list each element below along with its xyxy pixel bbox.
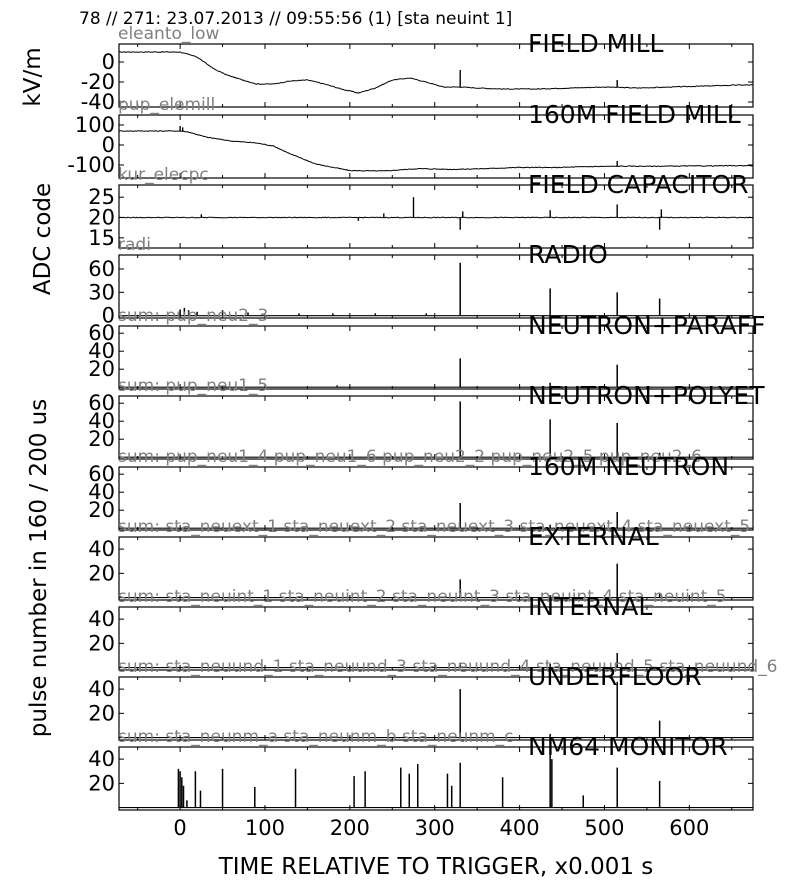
y-axis-label-adc: ADC code (30, 183, 56, 295)
panel-title: 160M FIELD MILL (528, 100, 741, 129)
y-tick-label: 100 (75, 113, 115, 137)
panel-title: 160M NEUTRON (528, 452, 729, 481)
panel-title: FIELD CAPACITOR (528, 170, 749, 199)
series-line (118, 216, 754, 219)
panel-frame (118, 676, 754, 741)
y-axis-label-kvm: kV/m (20, 47, 46, 106)
y-tick-label: 20 (88, 357, 115, 381)
panel-subtitle: sum: sta_neuint_1 sta_neuint_2 sta_neuin… (118, 587, 727, 607)
panel-title: EXTERNAL (528, 522, 659, 551)
panel-frame (118, 254, 754, 319)
y-tick-label: -20 (81, 70, 115, 94)
panel-frame (118, 606, 754, 671)
panel-subtitle: kur_elecpc (118, 165, 209, 185)
x-tick-label: 600 (669, 816, 709, 840)
panel-title: FIELD MILL (528, 29, 664, 58)
y-tick-label: 60 (88, 321, 115, 345)
panel-frame (118, 184, 754, 249)
y-tick-label: 30 (88, 280, 115, 304)
panel-frame (118, 746, 754, 811)
panel-subtitle: sum: pup_neu2_3 (118, 306, 268, 326)
y-tick-label: 60 (88, 257, 115, 281)
panel-frame (118, 466, 754, 531)
x-axis-label: TIME RELATIVE TO TRIGGER, x0.001 s (218, 854, 654, 880)
x-tick-label: 400 (500, 816, 540, 840)
x-tick-label: 0 (173, 816, 186, 840)
panel-title: UNDERFLOOR (528, 662, 702, 691)
y-tick-label: 0 (102, 50, 115, 74)
y-tick-label: 20 (88, 561, 115, 585)
y-tick-label: 40 (88, 677, 115, 701)
y-tick-label: 40 (88, 339, 115, 363)
y-tick-label: 0 (102, 304, 115, 328)
y-tick-label: 40 (88, 607, 115, 631)
panel-title: NM64 MONITOR (528, 732, 728, 761)
y-tick-label: 15 (88, 226, 115, 250)
x-tick-label: 500 (584, 816, 624, 840)
y-tick-label: 20 (88, 427, 115, 451)
y-tick-label: 20 (88, 206, 115, 230)
x-tick-label: 200 (330, 816, 370, 840)
y-tick-label: 25 (88, 185, 115, 209)
panel-frame (118, 325, 754, 390)
y-tick-label: 20 (88, 631, 115, 655)
y-tick-label: -100 (67, 153, 115, 177)
y-tick-label: 40 (88, 409, 115, 433)
y-axis-label-pulse: pulse number in 160 / 200 us (26, 399, 52, 737)
panel-frame (118, 114, 754, 179)
panel-title: INTERNAL (528, 592, 652, 621)
series-line (119, 51, 753, 94)
y-tick-label: 60 (88, 391, 115, 415)
panel-title: RADIO (528, 240, 608, 269)
panel-subtitle: sum: sta_neuund_1 sta_neuund_3 sta_neuun… (118, 657, 777, 677)
panel-subtitle: sum: sta_neuext_1 sta_neuext_2 sta_neuex… (118, 517, 750, 537)
panel-subtitle: eleanto_low (118, 24, 220, 44)
y-tick-label: -40 (81, 90, 115, 114)
y-tick-label: 40 (88, 537, 115, 561)
y-tick-label: 20 (88, 498, 115, 522)
y-tick-label: 20 (88, 701, 115, 725)
y-tick-label: 20 (88, 771, 115, 795)
panel-1: 0-20-40 eleanto_low FIELD MILL (81, 24, 754, 114)
panel-subtitle: sum: pup_neu1_4 pup_neu1_6 pup_neu2_2 pu… (118, 447, 702, 467)
x-tick-label: 300 (415, 816, 455, 840)
panel-title: NEUTRON+POLYET (528, 381, 765, 410)
panel-subtitle: pup_elemill (118, 95, 215, 115)
y-tick-label: 60 (88, 462, 115, 486)
y-tick-label: 40 (88, 480, 115, 504)
panel-frame (118, 395, 754, 460)
panel-subtitle: sum: pup_neu1_5 (118, 376, 268, 396)
figure-header: 78 // 271: 23.07.2013 // 09:55:56 (1) [s… (79, 9, 512, 29)
x-axis: 0 100 200 300 400 500 600 (173, 816, 709, 840)
panel-frame (118, 43, 754, 108)
y-tick-label: 40 (88, 747, 115, 771)
panel-subtitle: sum: sta_neunm_a sta_neunm_b sta_neunm_c (118, 727, 514, 747)
x-tick-label: 100 (245, 816, 285, 840)
series-line (118, 130, 754, 172)
panel-frame (118, 536, 754, 601)
panel-title: NEUTRON+PARAFF (528, 311, 766, 340)
panel-subtitle: radi (118, 235, 151, 255)
y-tick-label: 0 (102, 133, 115, 157)
